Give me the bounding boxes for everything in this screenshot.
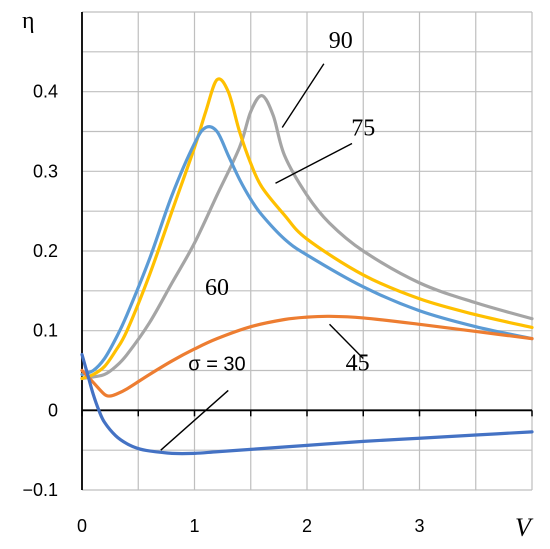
x-axis-title: V [515,513,534,542]
y-tick-label: 0.2 [33,241,58,261]
x-tick-label: 0 [77,516,87,536]
axes [81,12,533,490]
series-30-line [80,352,534,456]
y-axis-title: η [22,8,35,34]
series-90-line [80,94,534,381]
y-tick-label: 0.1 [33,321,58,341]
y-tick-label: −0.1 [22,480,58,500]
series-75-line [80,77,534,381]
x-tick-label: 2 [302,516,312,536]
label-75: 75 [351,115,375,141]
label-sigma-30: σ = 30 [188,354,245,376]
series-60-line [80,125,534,377]
label-60: 60 [205,275,229,301]
leader-line [275,142,353,184]
label-90: 90 [329,28,353,54]
tick-labels: 0 1 2 3 −0.1 0 0.1 0.2 0.3 0.4 [22,82,424,536]
leader-line [329,323,364,360]
y-tick-label: 0.3 [33,161,58,181]
label-45: 45 [346,351,370,377]
x-tick-label: 3 [414,516,424,536]
grid [81,11,533,491]
series-45-line [80,314,534,398]
y-tick-label: 0.4 [33,82,58,102]
series-lines [80,77,534,456]
leader-line [281,63,325,128]
x-tick-label: 1 [189,516,199,536]
annotations: 90 75 60 45 σ = 30 [160,28,375,451]
y-tick-label: 0 [48,400,58,420]
leader-line [160,389,229,451]
